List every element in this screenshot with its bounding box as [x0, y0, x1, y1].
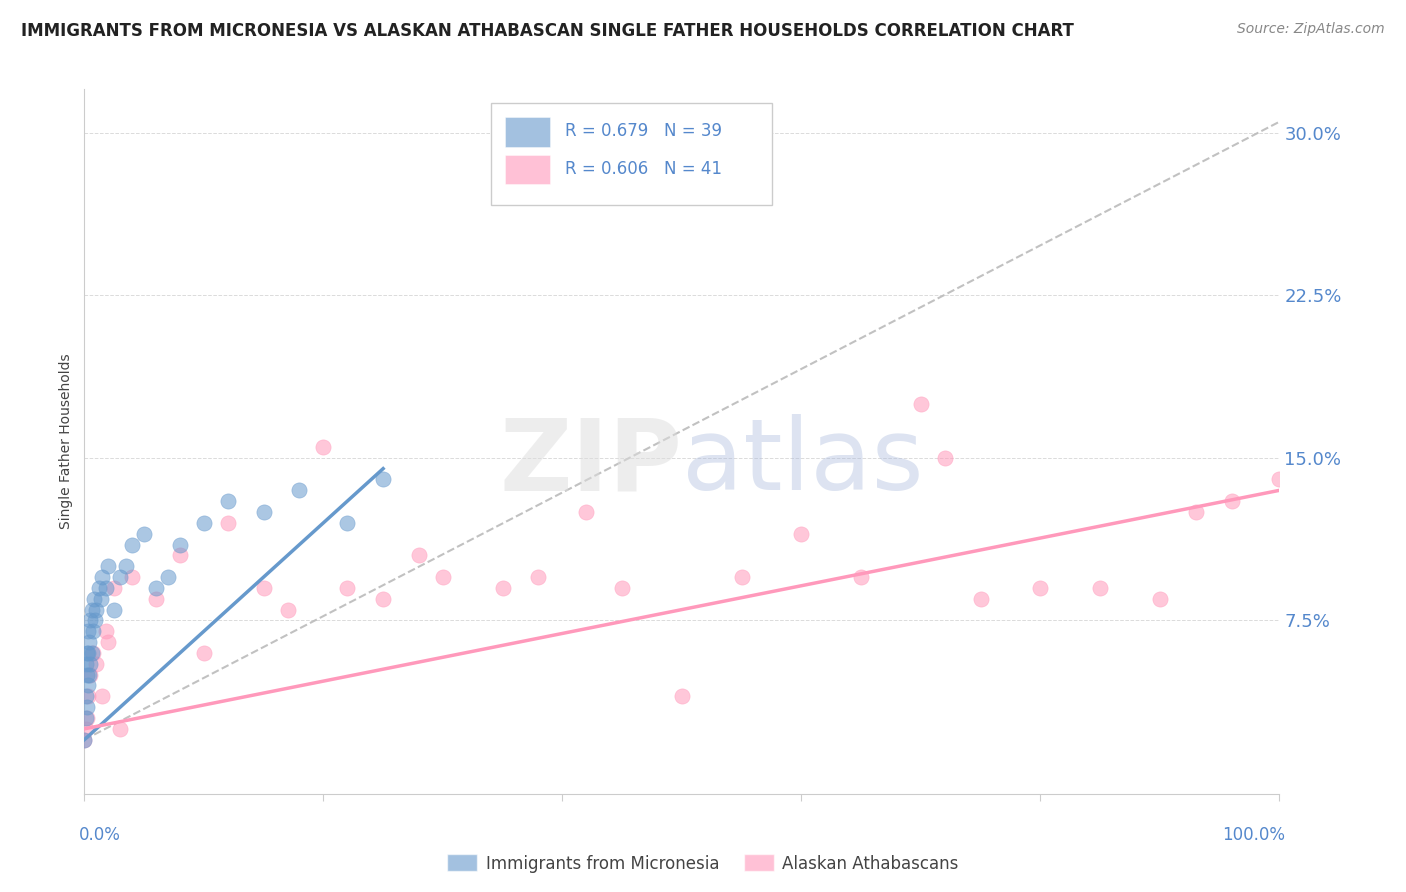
Point	[77, 635, 100, 649]
Point	[1268, 473, 1291, 487]
Point	[1090, 581, 1112, 595]
Point	[77, 646, 100, 660]
Point	[77, 624, 100, 639]
Point	[103, 581, 125, 595]
Point	[1185, 505, 1208, 519]
Point	[97, 635, 120, 649]
Point	[612, 581, 634, 595]
Point	[73, 732, 96, 747]
Point	[83, 591, 105, 606]
Point	[432, 570, 454, 584]
Point	[145, 591, 167, 606]
Point	[84, 614, 107, 628]
Point	[110, 570, 132, 584]
Point	[73, 732, 96, 747]
Point	[77, 667, 100, 681]
Point	[193, 646, 215, 660]
Point	[77, 690, 100, 704]
FancyBboxPatch shape	[491, 103, 772, 205]
Point	[121, 537, 143, 551]
Point	[94, 581, 117, 595]
Point	[79, 614, 101, 628]
Point	[934, 450, 956, 465]
Point	[217, 494, 239, 508]
Legend: Immigrants from Micronesia, Alaskan Athabascans: Immigrants from Micronesia, Alaskan Atha…	[440, 847, 966, 880]
Point	[77, 678, 100, 692]
Point	[373, 591, 395, 606]
Point	[336, 516, 359, 530]
Point	[75, 690, 97, 704]
Point	[277, 602, 299, 616]
Point	[91, 690, 114, 704]
Point	[115, 559, 138, 574]
Point	[217, 516, 239, 530]
Point	[169, 549, 191, 563]
Point	[121, 570, 143, 584]
Point	[288, 483, 311, 498]
Point	[145, 581, 167, 595]
Point	[91, 570, 114, 584]
Text: 100.0%: 100.0%	[1222, 826, 1285, 844]
Point	[75, 657, 97, 671]
Point	[103, 602, 125, 616]
Point	[76, 711, 98, 725]
Point	[157, 570, 180, 584]
Point	[86, 657, 108, 671]
Point	[79, 657, 101, 671]
Point	[851, 570, 873, 584]
Text: IMMIGRANTS FROM MICRONESIA VS ALASKAN ATHABASCAN SINGLE FATHER HOUSEHOLDS CORREL: IMMIGRANTS FROM MICRONESIA VS ALASKAN AT…	[21, 22, 1074, 40]
Text: R = 0.679   N = 39: R = 0.679 N = 39	[565, 122, 721, 140]
Point	[75, 711, 97, 725]
Point	[110, 722, 132, 736]
Point	[86, 602, 108, 616]
Point	[75, 722, 97, 736]
FancyBboxPatch shape	[505, 154, 551, 185]
Point	[79, 667, 101, 681]
Point	[94, 624, 117, 639]
Point	[336, 581, 359, 595]
Point	[80, 602, 103, 616]
Point	[312, 440, 335, 454]
Point	[97, 559, 120, 574]
Point	[82, 624, 104, 639]
Point	[253, 581, 276, 595]
Point	[910, 396, 932, 410]
Point	[575, 505, 598, 519]
Point	[80, 646, 103, 660]
Point	[408, 549, 430, 563]
Text: ZIP: ZIP	[499, 414, 682, 511]
Point	[90, 591, 112, 606]
Text: 0.0%: 0.0%	[79, 826, 121, 844]
Point	[373, 473, 395, 487]
Point	[970, 591, 993, 606]
FancyBboxPatch shape	[505, 118, 551, 147]
Point	[87, 581, 110, 595]
Point	[492, 581, 515, 595]
Text: Source: ZipAtlas.com: Source: ZipAtlas.com	[1237, 22, 1385, 37]
Point	[82, 646, 104, 660]
Point	[76, 646, 98, 660]
Point	[671, 690, 693, 704]
Text: R = 0.606   N = 41: R = 0.606 N = 41	[565, 160, 721, 178]
Point	[76, 700, 98, 714]
Y-axis label: Single Father Households: Single Father Households	[59, 354, 73, 529]
Point	[790, 526, 813, 541]
Text: atlas: atlas	[682, 414, 924, 511]
Point	[527, 570, 550, 584]
Point	[132, 526, 156, 541]
Point	[1149, 591, 1171, 606]
Point	[731, 570, 754, 584]
Point	[169, 537, 191, 551]
Point	[1220, 494, 1243, 508]
Point	[1029, 581, 1052, 595]
Point	[193, 516, 215, 530]
Point	[253, 505, 276, 519]
Point	[76, 667, 98, 681]
